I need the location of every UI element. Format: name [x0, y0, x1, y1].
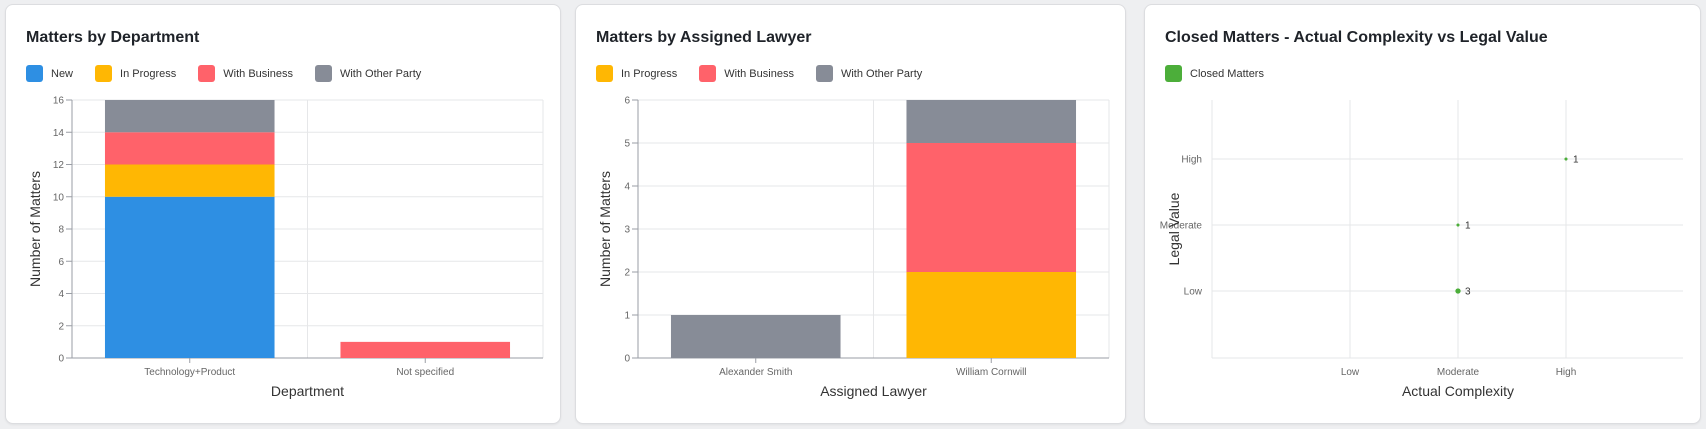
- y-tick-label: 6: [58, 257, 64, 268]
- bar-with-other-party-technology-product: [104, 100, 275, 133]
- x-tick-label: Moderate: [1437, 367, 1480, 378]
- bar-with-business-william-cornwill: [906, 143, 1077, 272]
- legend-label-with-business: With Business: [724, 67, 794, 80]
- closed-matters-scatter-chart: Low Moderate High Low Moderate High 3 1 1 Actual …: [1160, 100, 1683, 399]
- bar-with-business-technology-product: [104, 132, 275, 165]
- legend-label-with-business: With Business: [223, 67, 293, 80]
- x-tick-label: Technology+Product: [144, 367, 235, 378]
- lawyer-chart-legend: In Progress With Business With Other Par…: [596, 65, 944, 82]
- bar-in-progress-william-cornwill: [906, 272, 1077, 358]
- y-tick-label: Low: [1184, 287, 1203, 298]
- x-axis-title: Assigned Lawyer: [820, 383, 927, 399]
- x-tick-label: Low: [1341, 367, 1360, 378]
- bar-in-progress-technology-product: [104, 164, 275, 197]
- legend-item-with-other-party[interactable]: With Other Party: [815, 65, 923, 82]
- y-tick-label: 3: [624, 225, 630, 236]
- lawyer-bar-chart: 0 1 2 3 4 5 6 Alexander Smith William Cornwill As…: [597, 96, 1110, 399]
- legend-item-with-business[interactable]: With Business: [699, 65, 794, 82]
- legend-label-in-progress: In Progress: [120, 67, 177, 80]
- legend-swatch-with-other-party: [815, 65, 833, 82]
- x-tick-label: Not specified: [396, 367, 454, 378]
- y-tick-label: 0: [624, 354, 630, 365]
- y-tick-label: 2: [58, 321, 64, 332]
- y-tick-label: 4: [624, 182, 630, 193]
- closed-matters-chart-title: Closed Matters - Actual Complexity vs Le…: [1165, 29, 1548, 46]
- legend-item-in-progress[interactable]: In Progress: [95, 65, 176, 82]
- lawyer-chart-title: Matters by Assigned Lawyer: [596, 29, 812, 46]
- bar-with-other-party-alexander-smith: [670, 315, 841, 358]
- point-count-label: 1: [1573, 155, 1579, 166]
- y-tick-label: 10: [53, 192, 65, 203]
- bar-new-technology-product: [104, 196, 275, 358]
- department-chart-title: Matters by Department: [26, 29, 200, 46]
- legend-item-new[interactable]: New: [26, 65, 73, 82]
- legend-swatch-with-business: [699, 65, 717, 82]
- department-bar-chart: 0 2 4 6 8 10 12 14 16 Technology+Product Not speci…: [27, 96, 544, 399]
- lawyer-chart-card: Matters by Assigned Lawyer In Progress W…: [575, 4, 1126, 424]
- y-tick-label: 6: [624, 96, 630, 107]
- legend-swatch-with-business: [198, 65, 216, 82]
- legend-label-in-progress: In Progress: [621, 67, 678, 80]
- scatter-point-high-high: [1564, 157, 1568, 161]
- y-tick-label: Moderate: [1160, 221, 1203, 232]
- closed-matters-chart-legend: Closed Matters: [1165, 65, 1286, 82]
- x-axis-title: Actual Complexity: [1402, 383, 1514, 399]
- legend-swatch-with-other-party: [314, 65, 332, 82]
- y-tick-label: 12: [53, 160, 65, 171]
- scatter-point-moderate-moderate: [1456, 223, 1460, 227]
- department-chart-legend: New In Progress With Business With Other…: [26, 65, 443, 82]
- y-axis-title: Number of Matters: [597, 171, 613, 287]
- legend-label-with-other-party: With Other Party: [339, 67, 422, 80]
- legend-item-with-business[interactable]: With Business: [198, 65, 293, 82]
- bar-with-business-not-specified: [340, 341, 511, 358]
- department-chart-card: Matters by Department New In Progress Wi…: [5, 4, 561, 424]
- y-tick-label: 14: [53, 128, 65, 139]
- legend-item-with-other-party[interactable]: With Other Party: [314, 65, 422, 82]
- legend-label-closed-matters: Closed Matters: [1190, 67, 1264, 80]
- legend-swatch-in-progress: [95, 65, 113, 82]
- y-tick-label: High: [1181, 155, 1202, 166]
- legend-label-new: New: [51, 67, 74, 80]
- point-count-label: 1: [1465, 221, 1471, 232]
- y-axis-title: Number of Matters: [27, 171, 43, 287]
- legend-swatch-in-progress: [596, 65, 613, 82]
- y-tick-label: 0: [58, 354, 64, 365]
- bar-with-other-party-william-cornwill: [906, 100, 1077, 143]
- y-tick-label: 4: [58, 289, 64, 300]
- y-tick-label: 8: [58, 225, 64, 236]
- point-count-label: 3: [1465, 287, 1471, 298]
- x-tick-label: High: [1556, 367, 1577, 378]
- y-tick-label: 16: [53, 96, 65, 107]
- scatter-point-moderate-low: [1455, 288, 1461, 294]
- x-tick-label: William Cornwill: [956, 367, 1027, 378]
- x-tick-label: Alexander Smith: [719, 367, 792, 378]
- legend-swatch-closed-matters: [1165, 65, 1182, 82]
- legend-label-with-other-party: With Other Party: [840, 67, 923, 80]
- y-tick-label: 1: [624, 311, 630, 322]
- y-axis-title: Legal Value: [1166, 192, 1182, 265]
- x-axis-title: Department: [271, 383, 344, 399]
- closed-matters-chart-card: Closed Matters - Actual Complexity vs Le…: [1144, 4, 1701, 424]
- legend-item-closed-matters[interactable]: Closed Matters: [1165, 65, 1264, 82]
- y-tick-label: 5: [624, 139, 630, 150]
- legend-item-in-progress[interactable]: In Progress: [596, 65, 677, 82]
- y-tick-label: 2: [624, 268, 630, 279]
- legend-swatch-new: [26, 65, 43, 82]
